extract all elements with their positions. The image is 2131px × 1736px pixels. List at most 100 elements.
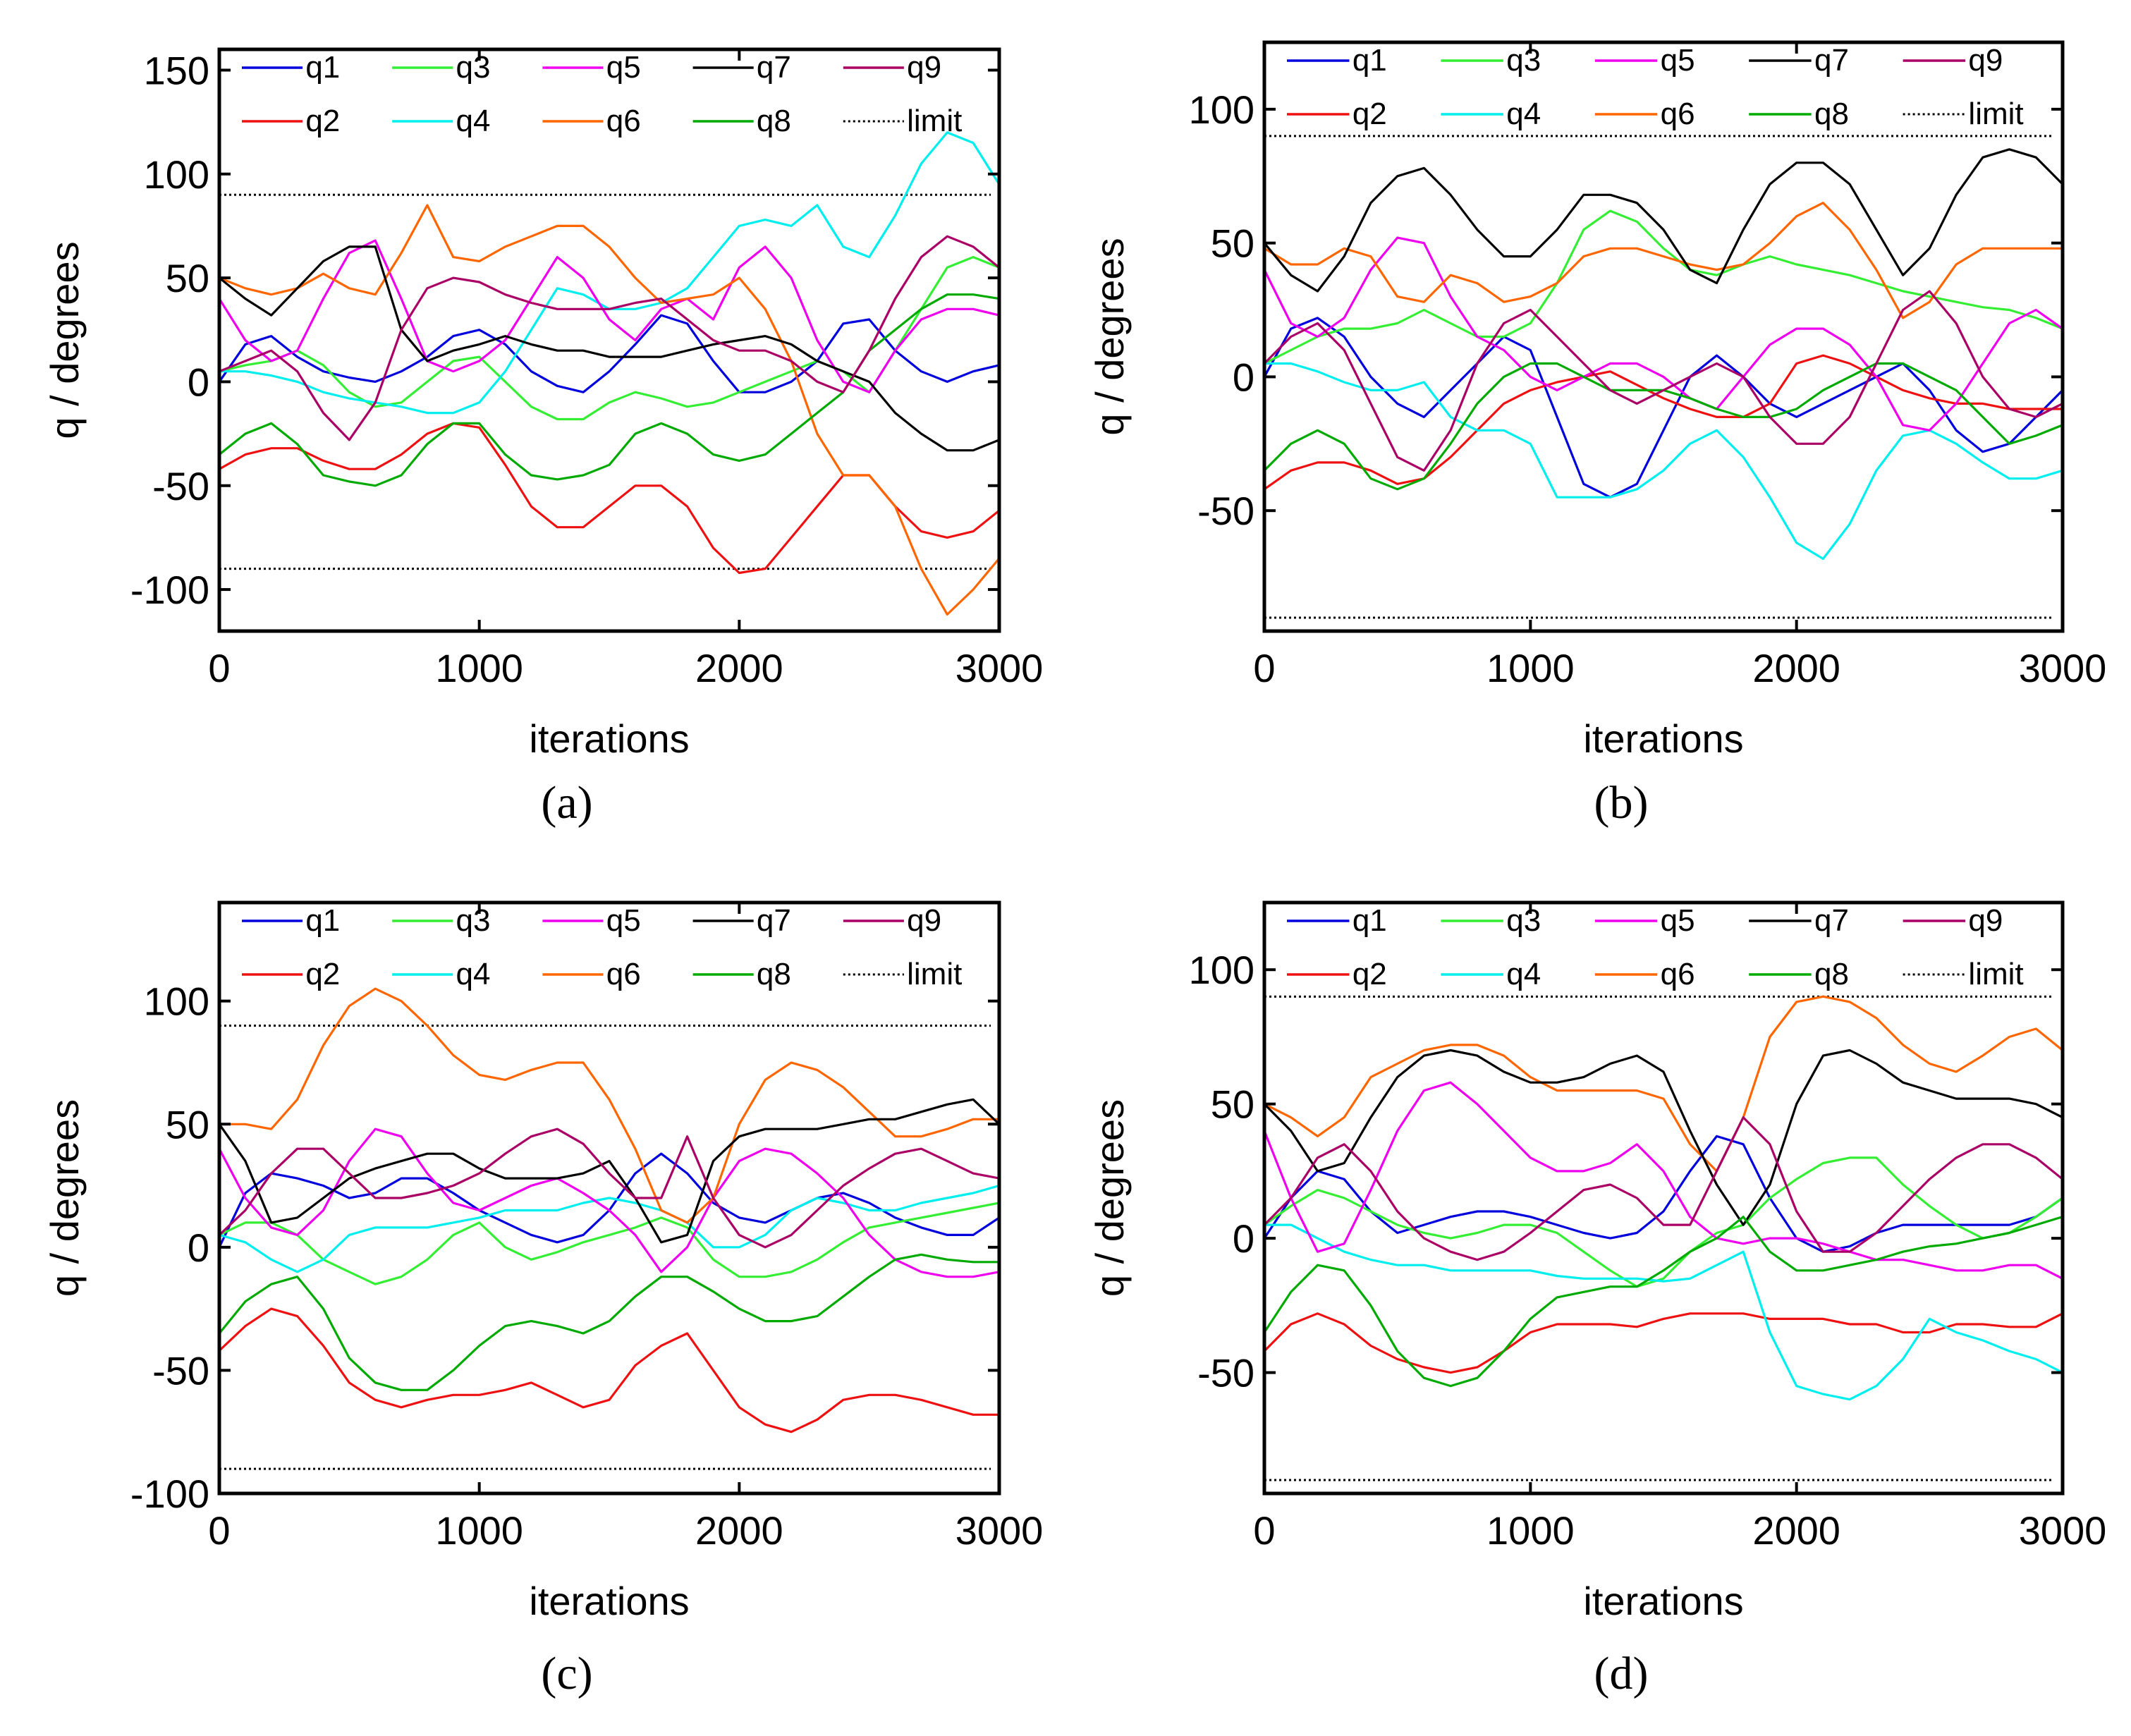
series-line-q6 — [1264, 202, 2063, 319]
legend-label-q9: q9 — [1968, 43, 2003, 78]
x-tick-label: 1000 — [1486, 646, 1575, 690]
x-tick-label: 1000 — [435, 646, 523, 690]
chart-panel-a: 0 1000 2000 3000 -100 -50 0 50 100 150 iterations q… — [42, 47, 1044, 829]
legend-label-q7: q7 — [1814, 903, 1849, 938]
series-line-q2 — [1264, 354, 2063, 491]
y-tick-label: 0 — [188, 360, 209, 404]
series-line-q6 — [1264, 995, 2063, 1173]
legend-label-q9: q9 — [1968, 903, 2003, 938]
legend-label-q3: q3 — [1506, 43, 1541, 78]
legend-label-q2: q2 — [1353, 97, 1387, 131]
y-axis-label: q / degrees — [1087, 1099, 1132, 1297]
legend-label-q4: q4 — [1506, 97, 1541, 131]
series-line-q7 — [1264, 1049, 2063, 1226]
x-axis-label: iterations — [1583, 1579, 1743, 1623]
series-line-q2 — [219, 1307, 999, 1434]
x-axis-label: iterations — [529, 1579, 689, 1623]
y-tick-label: -50 — [1197, 1351, 1254, 1395]
series-line-q1 — [1264, 1135, 2063, 1253]
series-line-q2 — [219, 422, 999, 575]
legend-label-q7: q7 — [757, 50, 791, 85]
series-group — [219, 987, 999, 1434]
x-tick-label: 2000 — [1752, 646, 1840, 690]
y-tick-label: 100 — [144, 979, 209, 1024]
legend: q1 q3 q5 q7 q9 q2 q4 q6 q8 limit — [1287, 903, 2024, 991]
x-tick-label: 3000 — [955, 646, 1044, 690]
series-line-q5 — [219, 239, 999, 393]
series-group — [219, 131, 999, 616]
legend-label-q4: q4 — [456, 104, 491, 138]
legend: q1 q3 q5 q7 q9 q2 q4 q6 q8 limit — [242, 903, 962, 991]
chart-panel-b: 0 1000 2000 3000 -50 0 50 100 iterations q / degr… — [1087, 40, 2107, 829]
legend-label-q8: q8 — [757, 104, 791, 138]
legend-label-q3: q3 — [1506, 903, 1541, 938]
series-line-q6 — [219, 987, 999, 1224]
legend-label-q1: q1 — [1353, 43, 1387, 78]
legend-label-q5: q5 — [606, 903, 641, 938]
y-tick-label: 50 — [1211, 1082, 1254, 1127]
x-tick-label: 0 — [208, 646, 230, 690]
series-line-q9 — [219, 235, 999, 441]
series-line-q2 — [1264, 1312, 2063, 1374]
series-line-q3 — [1264, 1156, 2063, 1288]
series-line-q9 — [219, 1127, 999, 1249]
series-line-q1 — [219, 314, 999, 393]
legend-label-q1: q1 — [305, 50, 340, 85]
y-tick-label: 100 — [1189, 87, 1254, 132]
panel-caption: (d) — [1594, 1648, 1649, 1699]
x-tick-label: 0 — [1253, 646, 1275, 690]
y-tick-label: 0 — [188, 1225, 209, 1270]
legend-label-q1: q1 — [305, 903, 340, 938]
y-tick-label: 0 — [1233, 1216, 1254, 1261]
legend-label-q6: q6 — [606, 957, 641, 991]
legend: q1 q3 q5 q7 q9 q2 q4 q6 q8 limit — [1287, 43, 2024, 131]
x-tick-label: 2000 — [695, 1508, 783, 1553]
plot-frame — [1262, 900, 2065, 1496]
y-tick-label: 50 — [166, 1102, 209, 1147]
legend-label-q8: q8 — [1814, 97, 1849, 131]
series-line-q6 — [219, 204, 999, 616]
y-tick-label: -100 — [130, 1472, 209, 1516]
series-line-q9 — [1264, 1116, 2063, 1261]
legend-label-q7: q7 — [757, 903, 791, 938]
series-group — [1264, 148, 2063, 561]
x-tick-label: 2000 — [695, 646, 783, 690]
x-tick-label: 3000 — [955, 1508, 1044, 1553]
legend-label-q8: q8 — [757, 957, 791, 991]
legend-label-q5: q5 — [1661, 43, 1695, 78]
x-axis-label: iterations — [1583, 716, 1743, 761]
legend-label-q4: q4 — [456, 957, 491, 991]
series-line-q9 — [1264, 290, 2063, 472]
legend-label-q4: q4 — [1506, 957, 1541, 991]
y-tick-label: 0 — [1233, 355, 1254, 399]
legend-label-q7: q7 — [1814, 43, 1849, 78]
x-axis-label: iterations — [529, 716, 689, 761]
y-tick-label: -50 — [152, 464, 209, 508]
panel-caption: (a) — [541, 777, 592, 829]
series-line-q8 — [1264, 1216, 2063, 1388]
x-tick-label: 3000 — [2019, 1508, 2107, 1553]
chart-panel-d: 0 1000 2000 3000 -50 0 50 100 iterations q / degr… — [1087, 900, 2107, 1699]
y-tick-label: -50 — [152, 1348, 209, 1393]
legend-label-q9: q9 — [907, 50, 941, 85]
legend-label-q9: q9 — [907, 903, 941, 938]
series-line-q4 — [1264, 362, 2063, 561]
legend-label-q2: q2 — [305, 104, 340, 138]
plot-frame — [217, 900, 1001, 1496]
series-line-q3 — [219, 1202, 999, 1285]
y-tick-label: 150 — [144, 48, 209, 92]
x-tick-label: 2000 — [1752, 1508, 1840, 1553]
series-line-q7 — [1264, 148, 2063, 293]
plot-frame — [1262, 40, 2065, 633]
legend-label-q3: q3 — [456, 50, 491, 85]
series-line-q5 — [1264, 236, 2063, 432]
series-line-q3 — [1264, 209, 2063, 365]
legend-label-limit: limit — [1968, 957, 2023, 991]
legend-label-q3: q3 — [456, 903, 491, 938]
y-axis-label: q / degrees — [1087, 238, 1132, 435]
y-tick-label: 100 — [144, 152, 209, 197]
x-tick-label: 3000 — [2019, 646, 2107, 690]
legend-label-limit: limit — [1968, 97, 2023, 131]
y-axis-label: q / degrees — [42, 241, 87, 439]
panel-caption: (b) — [1594, 777, 1649, 829]
